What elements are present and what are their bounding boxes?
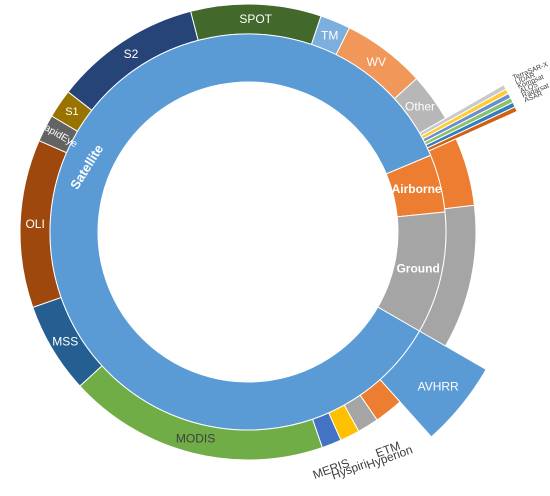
label-other: Other — [405, 99, 435, 113]
label-modis: MODIS — [176, 431, 215, 445]
label-wv: WV — [367, 55, 386, 69]
label-mss: MSS — [52, 334, 78, 348]
label-airborne: Airborne — [392, 182, 442, 196]
label-spot: SPOT — [239, 12, 272, 26]
label-tm: TM — [321, 28, 338, 42]
label-s1: S1 — [65, 106, 78, 118]
inner-segment-ground — [377, 211, 447, 332]
chart-labels: AVHRRETMHyperionHyspiriMERISMODISMSSOLIR… — [25, 12, 550, 482]
label-ground: Ground — [396, 261, 439, 275]
inner-segment-satellite — [49, 33, 432, 431]
label-oli: OLI — [25, 217, 44, 231]
inner-ring — [49, 33, 447, 431]
outer-ring — [19, 3, 518, 461]
label-s2: S2 — [124, 47, 139, 61]
label-avhrr: AVHRR — [418, 379, 459, 393]
